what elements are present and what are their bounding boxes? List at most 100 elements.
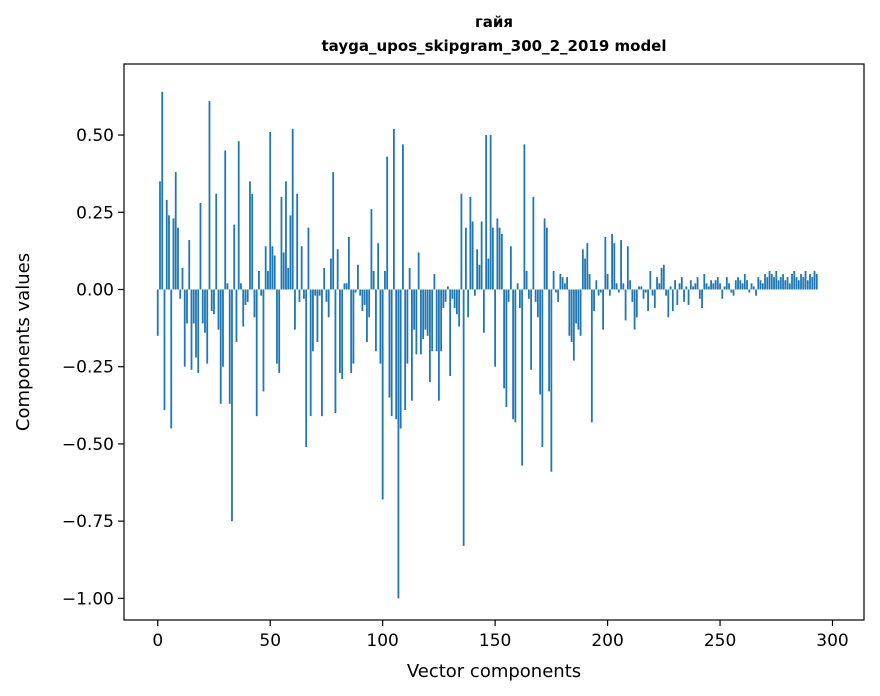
bar-component-170: [539, 289, 542, 395]
bar-component-85: [348, 236, 350, 290]
bar-component-151: [496, 218, 499, 290]
bar-component-24: [210, 289, 213, 312]
bar-component-145: [482, 289, 485, 333]
bar-component-113: [411, 289, 413, 401]
bar-component-22: [206, 289, 209, 364]
y-tick-label: −1.00: [62, 589, 114, 609]
bar-component-246: [710, 280, 712, 290]
bar-component-95: [370, 209, 373, 290]
bar-component-186: [575, 289, 577, 324]
bar-component-179: [559, 274, 562, 290]
bar-component-154: [503, 289, 506, 389]
bar-component-105: [393, 128, 395, 290]
bar-component-229: [671, 289, 674, 312]
bar-component-288: [804, 270, 807, 290]
bar-component-274: [773, 277, 775, 290]
bar-component-55: [280, 196, 283, 290]
bar-component-180: [561, 277, 564, 290]
bar-component-150: [494, 289, 497, 367]
bar-component-257: [734, 280, 737, 290]
bar-component-123: [433, 274, 436, 290]
bar-component-210: [629, 280, 631, 290]
bar-component-66: [305, 289, 308, 448]
bar-component-122: [431, 289, 434, 352]
bar-component-245: [707, 286, 710, 290]
bar-component-212: [633, 289, 636, 330]
bar-component-222: [656, 277, 658, 290]
bar-component-100: [381, 289, 384, 500]
bar-component-155: [505, 289, 508, 407]
bar-component-23: [208, 101, 211, 290]
bar-component-61: [294, 289, 296, 330]
bar-component-0: [156, 289, 159, 336]
bar-component-107: [397, 289, 400, 599]
bar-component-60: [291, 128, 294, 290]
bar-component-4: [165, 199, 168, 290]
bar-component-80: [336, 249, 339, 290]
y-tick-label: −0.75: [62, 512, 114, 532]
bar-component-204: [615, 283, 618, 290]
bar-component-12: [183, 289, 186, 367]
bar-component-250: [719, 283, 721, 290]
bar-component-166: [530, 289, 533, 370]
bar-component-183: [568, 289, 571, 336]
bar-component-171: [541, 289, 544, 448]
bar-component-37: [240, 283, 242, 290]
bar-component-2: [161, 91, 164, 290]
x-tick-label: 200: [591, 631, 623, 651]
bar-component-6: [170, 289, 173, 429]
bar-component-102: [386, 156, 389, 290]
y-tick-label: −0.25: [62, 358, 114, 378]
bar-component-73: [321, 289, 323, 417]
bar-component-261: [743, 274, 746, 290]
bar-component-178: [557, 289, 559, 302]
bar-component-88: [354, 289, 357, 293]
bar-component-230: [674, 280, 676, 290]
bar-component-191: [586, 243, 589, 290]
bar-component-285: [797, 280, 800, 290]
bar-component-289: [806, 280, 809, 290]
y-tick-label: 0.50: [76, 126, 114, 146]
bar-component-46: [260, 289, 263, 296]
bar-component-240: [696, 277, 699, 290]
bar-component-53: [276, 289, 278, 364]
bar-component-225: [662, 264, 665, 290]
bar-component-84: [345, 283, 348, 290]
bar-component-255: [730, 289, 733, 293]
bar-component-29: [222, 289, 224, 367]
bar-component-64: [300, 246, 303, 290]
x-tick-label: 300: [816, 631, 848, 651]
bar-component-251: [721, 289, 724, 299]
bar-component-271: [766, 277, 769, 290]
bar-component-47: [262, 289, 265, 392]
bar-component-211: [631, 289, 634, 302]
y-axis-label: Components values: [13, 253, 34, 431]
bar-component-27: [217, 289, 220, 330]
bar-component-153: [500, 233, 503, 290]
bar-component-241: [698, 289, 701, 299]
bar-component-68: [309, 289, 312, 417]
bar-component-205: [617, 289, 620, 293]
bar-component-119: [424, 289, 427, 330]
bar-component-1: [159, 181, 161, 290]
bar-component-247: [712, 283, 715, 290]
bar-component-147: [487, 258, 490, 290]
bar-component-87: [352, 289, 355, 364]
bar-component-190: [584, 258, 586, 290]
x-tick-label: 100: [366, 631, 398, 651]
bar-component-266: [755, 289, 757, 296]
bar-component-93: [366, 289, 368, 342]
bar-component-57: [285, 181, 287, 290]
x-tick-label: 250: [704, 631, 736, 651]
bar-component-259: [739, 280, 742, 290]
bar-component-290: [809, 274, 811, 290]
bar-component-139: [469, 196, 472, 290]
bar-component-7: [172, 218, 175, 290]
bar-component-144: [480, 221, 483, 290]
bar-component-121: [429, 289, 431, 383]
bar-component-187: [577, 289, 580, 330]
bar-component-184: [570, 289, 573, 342]
bar-component-244: [705, 283, 708, 290]
x-tick-label: 0: [152, 631, 163, 651]
bar-component-236: [687, 289, 690, 305]
